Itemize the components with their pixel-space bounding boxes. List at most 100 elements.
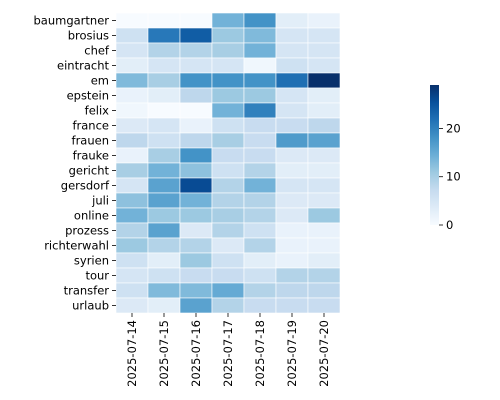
heatmap-cell [243, 42, 277, 59]
heatmap-cell [243, 177, 277, 194]
heatmap-cell [147, 42, 181, 59]
heatmap-cell [275, 267, 309, 284]
heatmap-cell [211, 267, 245, 284]
heatmap-cell [243, 192, 277, 209]
heatmap-cell [307, 282, 341, 299]
heatmap-cell [211, 57, 245, 74]
heatmap-cell [211, 192, 245, 209]
heatmap-cell [179, 267, 213, 284]
x-tick-label: 2025-07-15 [157, 320, 171, 387]
y-tick-label: syrien [74, 254, 109, 268]
heatmap-cell [115, 132, 149, 149]
y-tick-label: richterwahl [44, 239, 109, 253]
heatmap-cell [179, 252, 213, 269]
heatmap-cell [307, 117, 341, 134]
heatmap-cell [115, 222, 149, 239]
y-tick-label: frauke [73, 149, 109, 163]
heatmap-cell [275, 117, 309, 134]
y-tick-label: brosius [68, 29, 109, 43]
heatmap-cell [307, 177, 341, 194]
heatmap-cell [307, 42, 341, 59]
heatmap-cell [211, 252, 245, 269]
heatmap-cell [147, 117, 181, 134]
heatmap-cell [243, 132, 277, 149]
heatmap-cell [275, 147, 309, 164]
heatmap-cell [115, 207, 149, 224]
heatmap-cell [275, 72, 309, 89]
heatmap-cell [307, 27, 341, 44]
y-tick-label: transfer [64, 284, 110, 298]
y-tick-label: france [72, 119, 109, 133]
heatmap-cell [211, 72, 245, 89]
heatmap-cell [243, 252, 277, 269]
heatmap-cell [147, 57, 181, 74]
heatmap-cell [179, 192, 213, 209]
heatmap-cell [275, 42, 309, 59]
heatmap-cell [307, 87, 341, 104]
heatmap-cell [115, 282, 149, 299]
heatmap-cell [179, 237, 213, 254]
y-tick-label: frauen [72, 134, 109, 148]
y-tick-label: eintracht [57, 59, 109, 73]
heatmap-cell [147, 222, 181, 239]
heatmap-cell [211, 42, 245, 59]
heatmap-cell [243, 237, 277, 254]
heatmap-cell [147, 72, 181, 89]
heatmap-cell [243, 12, 277, 29]
y-tick-label: gersdorf [61, 179, 110, 193]
heatmap-cell [147, 282, 181, 299]
heatmap-cell [179, 27, 213, 44]
heatmap-cell [179, 207, 213, 224]
heatmap-cell [243, 147, 277, 164]
heatmap-cell [275, 12, 309, 29]
colorbar-tick-label: 0 [446, 218, 453, 232]
heatmap-cell [147, 297, 181, 314]
heatmap-cell [147, 237, 181, 254]
y-tick-label: em [91, 74, 109, 88]
heatmap-cell [147, 147, 181, 164]
heatmap-cell [115, 237, 149, 254]
heatmap-cell [179, 147, 213, 164]
heatmap-cell [179, 12, 213, 29]
heatmap-cell [179, 102, 213, 119]
heatmap-cell [243, 162, 277, 179]
heatmap-cell [307, 57, 341, 74]
heatmap-cell [147, 12, 181, 29]
heatmap-cell [275, 207, 309, 224]
y-tick-label: tour [85, 269, 109, 283]
heatmap-cell [179, 162, 213, 179]
heatmap-cell [179, 177, 213, 194]
heatmap-cell [307, 72, 341, 89]
heatmap-cell [307, 267, 341, 284]
heatmap-cell [307, 222, 341, 239]
heatmap-cell [211, 282, 245, 299]
heatmap-cell [275, 27, 309, 44]
heatmap-cell [147, 207, 181, 224]
y-tick-label: baumgartner [33, 14, 109, 28]
heatmap-cell [275, 177, 309, 194]
y-tick-label: gericht [69, 164, 110, 178]
heatmap-cell [243, 87, 277, 104]
heatmap-cell [275, 297, 309, 314]
heatmap-cell [275, 132, 309, 149]
heatmap-cell [115, 12, 149, 29]
heatmap-cell [307, 192, 341, 209]
colorbar-tick-label: 10 [446, 170, 461, 184]
heatmap-cell [243, 57, 277, 74]
heatmap-cell [275, 222, 309, 239]
heatmap-cell [147, 27, 181, 44]
heatmap-cell [307, 237, 341, 254]
heatmap-cell [211, 132, 245, 149]
x-tick-label: 2025-07-14 [125, 320, 139, 387]
heatmap-cell [275, 57, 309, 74]
heatmap-cell [115, 147, 149, 164]
heatmap-cell [179, 42, 213, 59]
heatmap-cell [307, 297, 341, 314]
heatmap-cell [179, 72, 213, 89]
heatmap-cell [211, 102, 245, 119]
heatmap-cell [307, 132, 341, 149]
heatmap-cell [115, 72, 149, 89]
y-tick-label: epstein [67, 89, 109, 103]
heatmap-cell [307, 207, 341, 224]
